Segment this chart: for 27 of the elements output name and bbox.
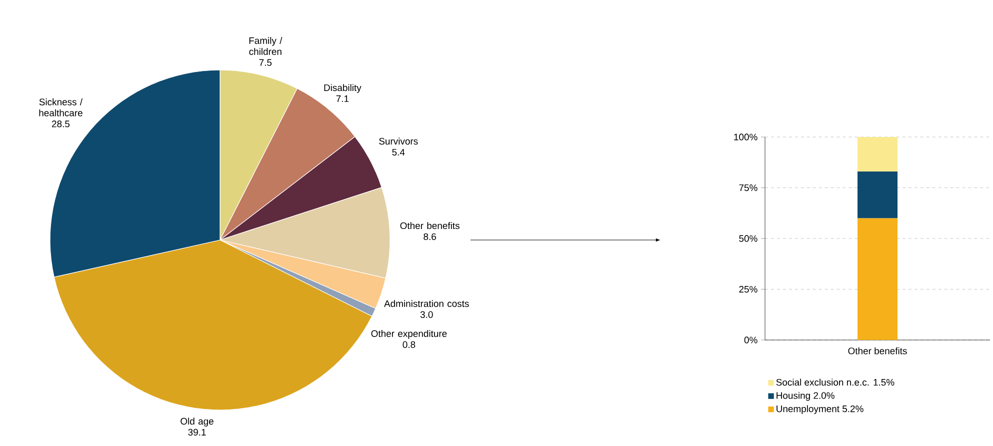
legend-label: Housing 2.0% [776, 392, 834, 401]
slice-label: Administration costs [384, 300, 469, 307]
bar [858, 218, 898, 340]
slice-label: Disability [324, 84, 362, 93]
slice-label: Family / children [249, 37, 282, 55]
legend-label: Unemployment 5.2% [776, 405, 864, 414]
data-label: 5.4 [392, 148, 405, 156]
y-tick-label: 75% [739, 184, 758, 192]
data-label: 3.0 [420, 311, 433, 318]
y-tick-label: 0% [744, 336, 758, 344]
y-tick-label: 100% [734, 134, 758, 140]
bar [858, 136, 898, 172]
slice-label: Survivors [379, 138, 418, 145]
data-label: 39.1 [188, 428, 206, 436]
slice-label: Other expenditure [371, 330, 447, 339]
data-label: 8.6 [424, 233, 436, 240]
slice-label: Sickness / healthcare [39, 98, 83, 116]
bar [858, 172, 898, 218]
data-label: 0.8 [402, 341, 416, 348]
y-tick-label: 50% [739, 235, 758, 242]
data-label: 7.1 [336, 95, 349, 102]
data-label: 28.5 [52, 120, 70, 128]
slice-label: Other benefits [400, 222, 460, 230]
y-tick-label: 25% [739, 286, 758, 293]
slice-label: Old age [180, 418, 214, 426]
data-label: 7.5 [259, 59, 272, 66]
legend-label: Social exclusion n.e.c. 1.5% [776, 378, 894, 386]
